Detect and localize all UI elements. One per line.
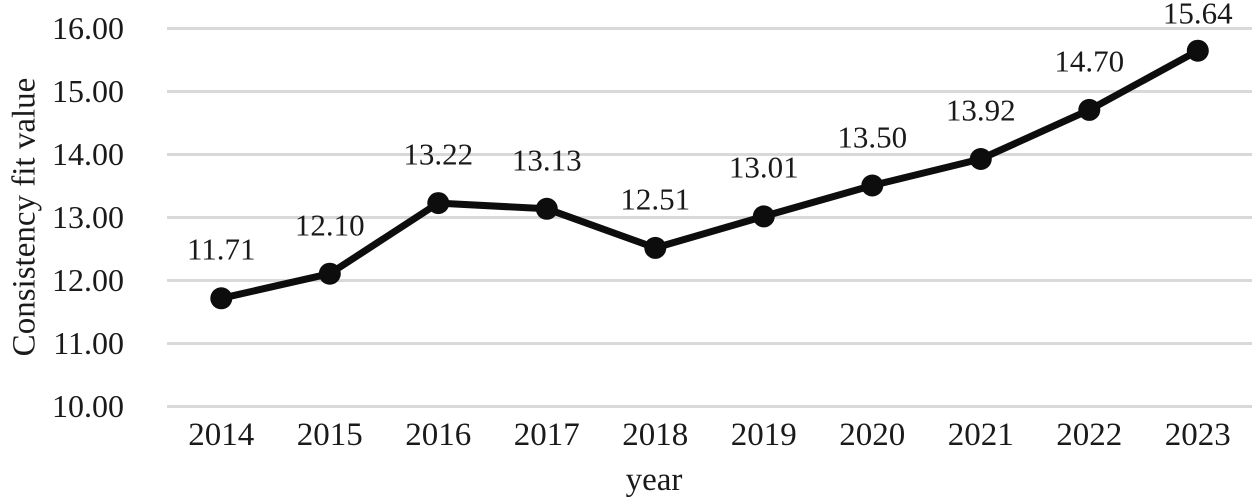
x-tick-label: 2022	[1056, 417, 1123, 453]
data-point-marker	[969, 148, 992, 170]
y-tick-label: 14.00	[52, 136, 124, 172]
data-point-label: 13.01	[728, 149, 799, 185]
gridline	[167, 89, 1252, 93]
data-point-marker	[535, 197, 558, 220]
x-axis-title: year	[625, 462, 683, 498]
data-point-label: 11.71	[186, 231, 256, 267]
data-point-label: 15.64	[1162, 0, 1233, 31]
x-tick-label: 2017	[513, 417, 580, 453]
y-tick-label: 11.00	[53, 325, 124, 361]
data-point-label: 13.13	[511, 142, 582, 178]
x-tick-label: 2015	[296, 417, 363, 453]
data-point-marker	[861, 174, 884, 197]
x-tick-label: 2016	[405, 417, 472, 453]
gridline	[167, 26, 1252, 30]
x-tick-label: 2021	[947, 417, 1014, 453]
y-tick-label: 12.00	[52, 262, 124, 298]
gridline	[167, 404, 1252, 408]
data-point-label: 12.51	[620, 181, 691, 217]
data-point-marker	[427, 192, 450, 215]
y-tick-label: 16.00	[52, 10, 124, 46]
x-tick-label: 2014	[188, 417, 255, 453]
x-tick-label: 2023	[1164, 417, 1231, 453]
data-point-marker	[318, 262, 341, 285]
y-tick-label: 10.00	[52, 388, 124, 424]
data-point-label: 12.10	[294, 207, 365, 243]
gridline	[167, 215, 1252, 219]
y-tick-label: 15.00	[52, 73, 124, 109]
gridline	[167, 278, 1252, 282]
data-point-label: 13.92	[945, 92, 1016, 128]
data-point-label: 13.50	[837, 119, 908, 154]
data-point-label: 14.70	[1054, 43, 1125, 79]
x-tick-label: 2020	[839, 417, 906, 453]
x-tick-label: 2018	[622, 417, 689, 453]
y-tick-label: 13.00	[52, 199, 124, 235]
data-point-marker	[210, 287, 233, 310]
trend-line	[217, 47, 1202, 302]
data-point-marker	[752, 205, 775, 228]
gridline	[167, 152, 1252, 156]
data-point-label: 13.22	[403, 136, 474, 172]
data-point-marker	[1078, 98, 1101, 121]
x-tick-label: 2019	[730, 417, 797, 453]
data-point-marker	[644, 236, 667, 259]
gridline	[167, 341, 1252, 345]
data-point-marker	[1186, 39, 1209, 62]
